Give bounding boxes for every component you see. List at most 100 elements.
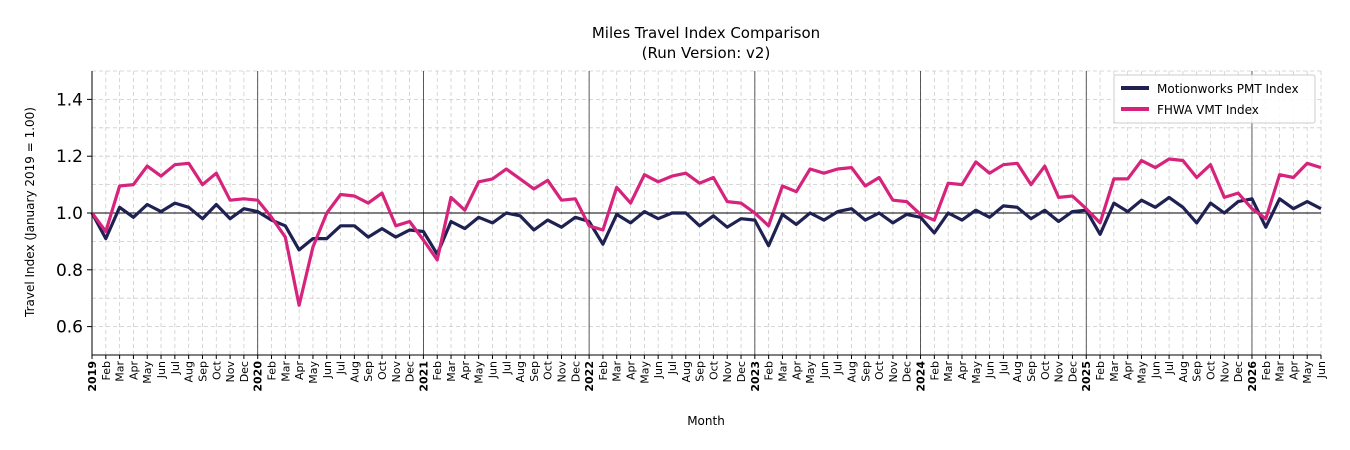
x-tick-label-month: Aug [514,361,527,382]
x-tick-label-month: Feb [431,361,444,380]
x-tick-label-year: 2020 [252,361,265,392]
x-tick-label-month: Jul [500,361,513,375]
x-tick-label-month: Oct [707,360,720,380]
x-tick-label-month: Jul [666,361,679,375]
x-tick-label-month: Aug [845,361,858,382]
x-tick-label-month: Aug [1177,361,1190,382]
legend-box [1113,74,1316,124]
x-tick-label-month: Jun [321,361,334,379]
x-axis-label: Month [687,414,725,428]
x-tick-label-year: 2022 [583,361,596,392]
series-lines [90,157,1322,307]
x-tick-label-month: Oct [542,360,555,380]
x-tick-label-month: Jul [169,361,182,375]
x-axis-ticks: 2019 Feb Mar Apr May Jun Jul Aug Sep Oct Nov Dec 202… [86,355,1328,392]
x-tick-label-month: Mar [611,361,624,382]
x-tick-label-month: Jun [155,361,168,379]
x-tick-label-month: May [1135,361,1148,384]
x-tick-label-month: Dec [735,361,748,382]
x-tick-label-year: 2021 [417,361,430,392]
x-tick-label-month: Aug [348,361,361,382]
x-tick-label-month: Aug [1011,361,1024,382]
x-tick-label-month: Oct [1039,360,1052,380]
y-axis-ticks: 0.6 0.8 1.0 1.2 1.4 [56,90,92,338]
x-tick-label-month: Apr [956,361,969,381]
x-tick-label-year: 2024 [915,361,928,392]
y-tick-label: 0.8 [56,261,83,281]
x-tick-label-month: Sep [1025,361,1038,382]
x-tick-label-month: Dec [238,361,251,382]
x-tick-label-month: Oct [1205,360,1218,380]
legend-label-pmt: Motionworks PMT Index [1157,82,1299,96]
x-tick-label-month: Apr [293,361,306,381]
y-tick-label: 1.4 [56,90,83,110]
x-tick-label-month: Mar [776,361,789,382]
x-tick-label-month: Apr [1122,361,1135,381]
chart-title: Miles Travel Index Comparison [592,24,820,42]
x-tick-label-month: Oct [873,360,886,380]
x-tick-label-month: Oct [210,360,223,380]
x-tick-label-month: Jun [652,361,665,379]
x-tick-label-month: Nov [224,361,237,383]
x-tick-label-month: Dec [404,361,417,382]
x-tick-label-month: Jul [1163,361,1176,375]
x-tick-label-month: Jun [1149,361,1162,379]
x-tick-label-month: Apr [1287,361,1300,381]
x-tick-label-month: Dec [1066,361,1079,382]
x-tick-label-month: Feb [1260,361,1273,380]
x-tick-label-month: Feb [100,361,113,380]
series-line-pmt [90,195,1322,256]
x-tick-label-month: Feb [597,361,610,380]
x-tick-label-month: Jul [335,361,348,375]
x-tick-label-month: Sep [694,361,707,382]
x-tick-label-month: Dec [1232,361,1245,382]
x-tick-label-month: Mar [279,361,292,382]
x-tick-label-month: Feb [928,361,941,380]
y-tick-label: 0.6 [56,318,83,338]
x-tick-label-month: Dec [901,361,914,382]
x-tick-label-year: 2019 [86,361,99,392]
x-tick-label-month: Mar [1274,361,1287,382]
x-tick-label-year: 2023 [749,361,762,392]
chart-subtitle: (Run Version: v2) [642,44,771,62]
x-tick-label-month: Nov [721,361,734,383]
x-tick-label-month: May [1301,361,1314,384]
x-tick-label-month: Jul [832,361,845,375]
x-tick-label-month: Apr [790,361,803,381]
series-line-fhwa [90,157,1322,307]
x-tick-label-month: May [638,361,651,384]
x-tick-label-month: Nov [1053,361,1066,383]
x-tick-label-month: Apr [127,361,140,381]
x-tick-label-month: Nov [887,361,900,383]
x-tick-label-month: Mar [942,361,955,382]
legend: Motionworks PMT Index FHWA VMT Index [1113,74,1316,124]
x-tick-label-month: Feb [266,361,279,380]
y-tick-label: 1.2 [56,147,83,167]
x-tick-label-month: Jun [818,361,831,379]
x-tick-label-month: May [804,361,817,384]
x-tick-label-month: Jul [997,361,1010,375]
x-tick-label-month: Apr [625,361,638,381]
x-tick-label-month: Jun [984,361,997,379]
x-tick-label-month: Dec [569,361,582,382]
x-tick-label-month: Mar [114,361,127,382]
x-tick-label-month: May [141,361,154,384]
x-tick-label-month: Nov [390,361,403,383]
x-tick-label-month: Jun [1315,361,1328,379]
x-tick-label-month: May [970,361,983,384]
x-tick-label-month: Feb [1094,361,1107,380]
y-axis-label: Travel Index (January 2019 = 1.00) [23,107,37,318]
x-tick-label-month: Sep [196,361,209,382]
x-tick-label-month: Sep [362,361,375,382]
legend-label-fhwa: FHWA VMT Index [1157,103,1259,117]
x-tick-label-month: Nov [556,361,569,383]
x-tick-label-month: Feb [763,361,776,380]
x-tick-label-year: 2026 [1246,361,1259,392]
x-tick-label-month: Nov [1218,361,1231,383]
x-tick-label-month: Aug [183,361,196,382]
x-tick-label-month: Apr [459,361,472,381]
x-tick-label-month: Sep [859,361,872,382]
x-tick-label-month: May [307,361,320,384]
y-tick-label: 1.0 [56,204,83,224]
